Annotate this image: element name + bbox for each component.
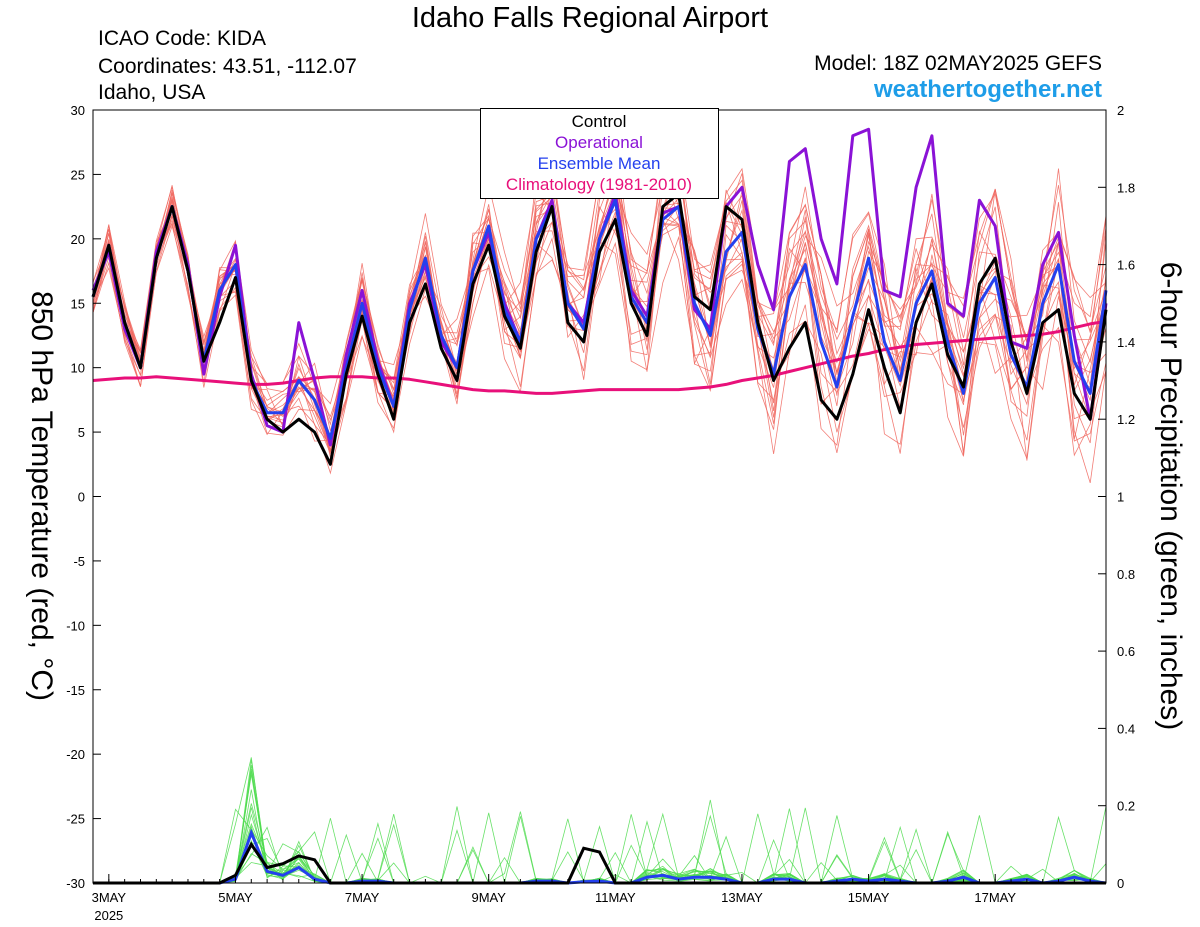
y-tick-label: -15	[66, 683, 85, 698]
y2-tick-label: 1.8	[1117, 180, 1135, 195]
y2-tick-label: 0.6	[1117, 644, 1135, 659]
y2-tick-label: 0.8	[1117, 567, 1135, 582]
y2-tick-label: 1	[1117, 490, 1124, 505]
legend-control: Control	[572, 112, 627, 131]
coordinates: Coordinates: 43.51, -112.07	[98, 55, 357, 78]
region: Idaho, USA	[98, 81, 206, 104]
climatology-temperature-line	[92, 319, 1107, 395]
y-tick-label: 5	[78, 425, 85, 440]
y2-tick-label: 2	[1117, 103, 1124, 118]
temperature-member-line	[92, 215, 1107, 457]
y-tick-label: -25	[66, 812, 85, 827]
y-tick-label: 25	[71, 167, 85, 182]
icao-code: ICAO Code: KIDA	[98, 27, 267, 50]
y-tick-label: 20	[71, 232, 85, 247]
y-tick-label: 30	[71, 103, 85, 118]
y-tick-label: -5	[73, 554, 85, 569]
y2-tick-label: 0.2	[1117, 799, 1135, 814]
legend-box	[480, 108, 719, 199]
y2-tick-label: 1.4	[1117, 335, 1135, 350]
precipitation-member-line	[93, 808, 1107, 884]
x-tick-label: 7MAY	[345, 890, 380, 905]
temperature-member-line	[92, 165, 1107, 443]
highlighted-series	[91, 127, 1108, 885]
y-tick-label: 0	[78, 490, 85, 505]
x-year-label: 2025	[94, 908, 123, 923]
x-tick-label: 9MAY	[471, 890, 506, 905]
y-tick-label: 10	[71, 361, 85, 376]
y-tick-label: -10	[66, 618, 85, 633]
x-tick-label: 5MAY	[218, 890, 253, 905]
model-run: Model: 18Z 02MAY2025 GEFS	[814, 52, 1102, 75]
x-tick-label: 15MAY	[848, 890, 890, 905]
y-tick-label: -30	[66, 876, 85, 891]
legend-ensemble-mean: Ensemble Mean	[538, 154, 661, 173]
y2-tick-label: 0	[1117, 876, 1124, 891]
y-axis-label: 850 hPa Temperature (red, °C)	[25, 291, 58, 701]
y2-tick-label: 0.4	[1117, 721, 1135, 736]
page-title: Idaho Falls Regional Airport	[411, 2, 769, 34]
y2-axis-label: 6-hour Precipitation (green, inches)	[1154, 262, 1187, 731]
temperature-member-line	[92, 205, 1107, 452]
legend-operational: Operational	[555, 133, 643, 152]
brand-link[interactable]: weathertogether.net	[873, 76, 1102, 103]
temperature-member-line	[92, 167, 1107, 455]
x-tick-label: 13MAY	[721, 890, 763, 905]
legend-climatology: Climatology (1981-2010)	[506, 175, 692, 194]
y-tick-label: -20	[66, 747, 85, 762]
control-temperature-line	[91, 192, 1108, 466]
legend: Control Operational Ensemble Mean Climat…	[480, 108, 719, 199]
temperature-member-line	[92, 216, 1107, 484]
x-tick-label: 17MAY	[974, 890, 1016, 905]
x-tick-label: 3MAY	[92, 890, 127, 905]
ensemble-mean-temperature-line	[91, 198, 1108, 440]
y-tick-label: 15	[71, 296, 85, 311]
y2-tick-label: 1.2	[1117, 412, 1135, 427]
y2-tick-label: 1.6	[1117, 258, 1135, 273]
x-tick-label: 11MAY	[595, 890, 636, 905]
